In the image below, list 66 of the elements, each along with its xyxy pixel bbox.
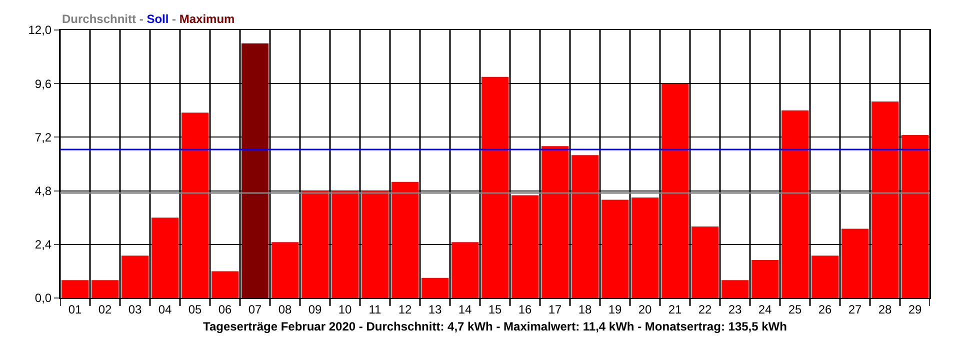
bar xyxy=(212,271,238,298)
bar xyxy=(302,190,328,298)
x-tick-label: 03 xyxy=(128,302,142,316)
x-tick-label: 09 xyxy=(308,302,322,316)
x-axis-title: Tageserträge Februar 2020 - Durchschnitt: 4,7 kWh - Maximalwert: 11,4 kWh - Monatsertrag: 135,5 kWh xyxy=(203,319,787,334)
x-tick-label: 04 xyxy=(158,302,172,316)
x-tick-label: 26 xyxy=(818,302,832,316)
bar xyxy=(662,84,688,298)
bar xyxy=(812,256,838,298)
y-tick-label: 7,2 xyxy=(34,130,52,144)
bar xyxy=(572,155,598,298)
y-tick-label: 12,0 xyxy=(28,23,52,38)
bar xyxy=(92,280,118,298)
x-tick-label: 18 xyxy=(578,302,592,316)
bar xyxy=(692,226,718,298)
x-tick-label: 01 xyxy=(68,302,82,316)
x-tick-label: 16 xyxy=(518,302,532,316)
bar xyxy=(242,43,268,298)
bar xyxy=(122,256,148,298)
bar xyxy=(752,260,778,298)
x-tick-label: 11 xyxy=(368,302,382,316)
x-tick-label: 10 xyxy=(338,302,352,316)
x-tick-label: 24 xyxy=(758,302,772,316)
x-tick-label: 08 xyxy=(278,302,292,316)
y-tick-label: 9,6 xyxy=(34,76,52,91)
x-tick-label: 27 xyxy=(848,302,862,316)
bar xyxy=(482,76,508,298)
bar xyxy=(272,242,298,298)
x-tick-label: 17 xyxy=(548,302,562,316)
bar xyxy=(422,278,448,298)
bar xyxy=(62,280,88,298)
bar xyxy=(392,182,418,298)
x-tick-label: 25 xyxy=(788,302,802,316)
bar xyxy=(542,146,568,298)
bar xyxy=(632,198,658,298)
x-tick-label: 21 xyxy=(668,302,682,316)
x-tick-label: 29 xyxy=(908,302,922,316)
chart-title: Durchschnitt - Soll - Maximum xyxy=(62,12,235,26)
x-tick-label: 05 xyxy=(188,302,202,316)
x-tick-label: 20 xyxy=(638,302,652,316)
bar xyxy=(182,112,208,298)
bar xyxy=(902,134,928,298)
x-tick-label: 02 xyxy=(98,302,112,316)
bar xyxy=(782,110,808,298)
y-tick-label: 4,8 xyxy=(34,184,52,198)
bar xyxy=(362,190,388,298)
bar xyxy=(602,200,628,298)
x-tick-label: 19 xyxy=(608,302,622,316)
x-tick-label: 06 xyxy=(218,302,232,316)
bar xyxy=(452,242,478,298)
x-tick-label: 14 xyxy=(458,302,472,316)
bar xyxy=(152,218,178,298)
bar xyxy=(872,101,898,298)
x-tick-label: 22 xyxy=(698,302,712,316)
y-tick-label: 0,0 xyxy=(34,291,52,306)
x-tick-label: 07 xyxy=(248,302,262,316)
x-tick-label: 15 xyxy=(488,302,502,316)
x-tick-label: 12 xyxy=(398,302,412,316)
x-tick-label: 13 xyxy=(428,302,442,316)
bar xyxy=(332,190,358,298)
bar xyxy=(842,228,868,298)
x-tick-label: 28 xyxy=(878,302,892,316)
bar xyxy=(512,195,538,298)
bar xyxy=(722,280,748,298)
x-tick-label: 23 xyxy=(728,302,742,316)
y-tick-label: 2,4 xyxy=(34,238,52,252)
